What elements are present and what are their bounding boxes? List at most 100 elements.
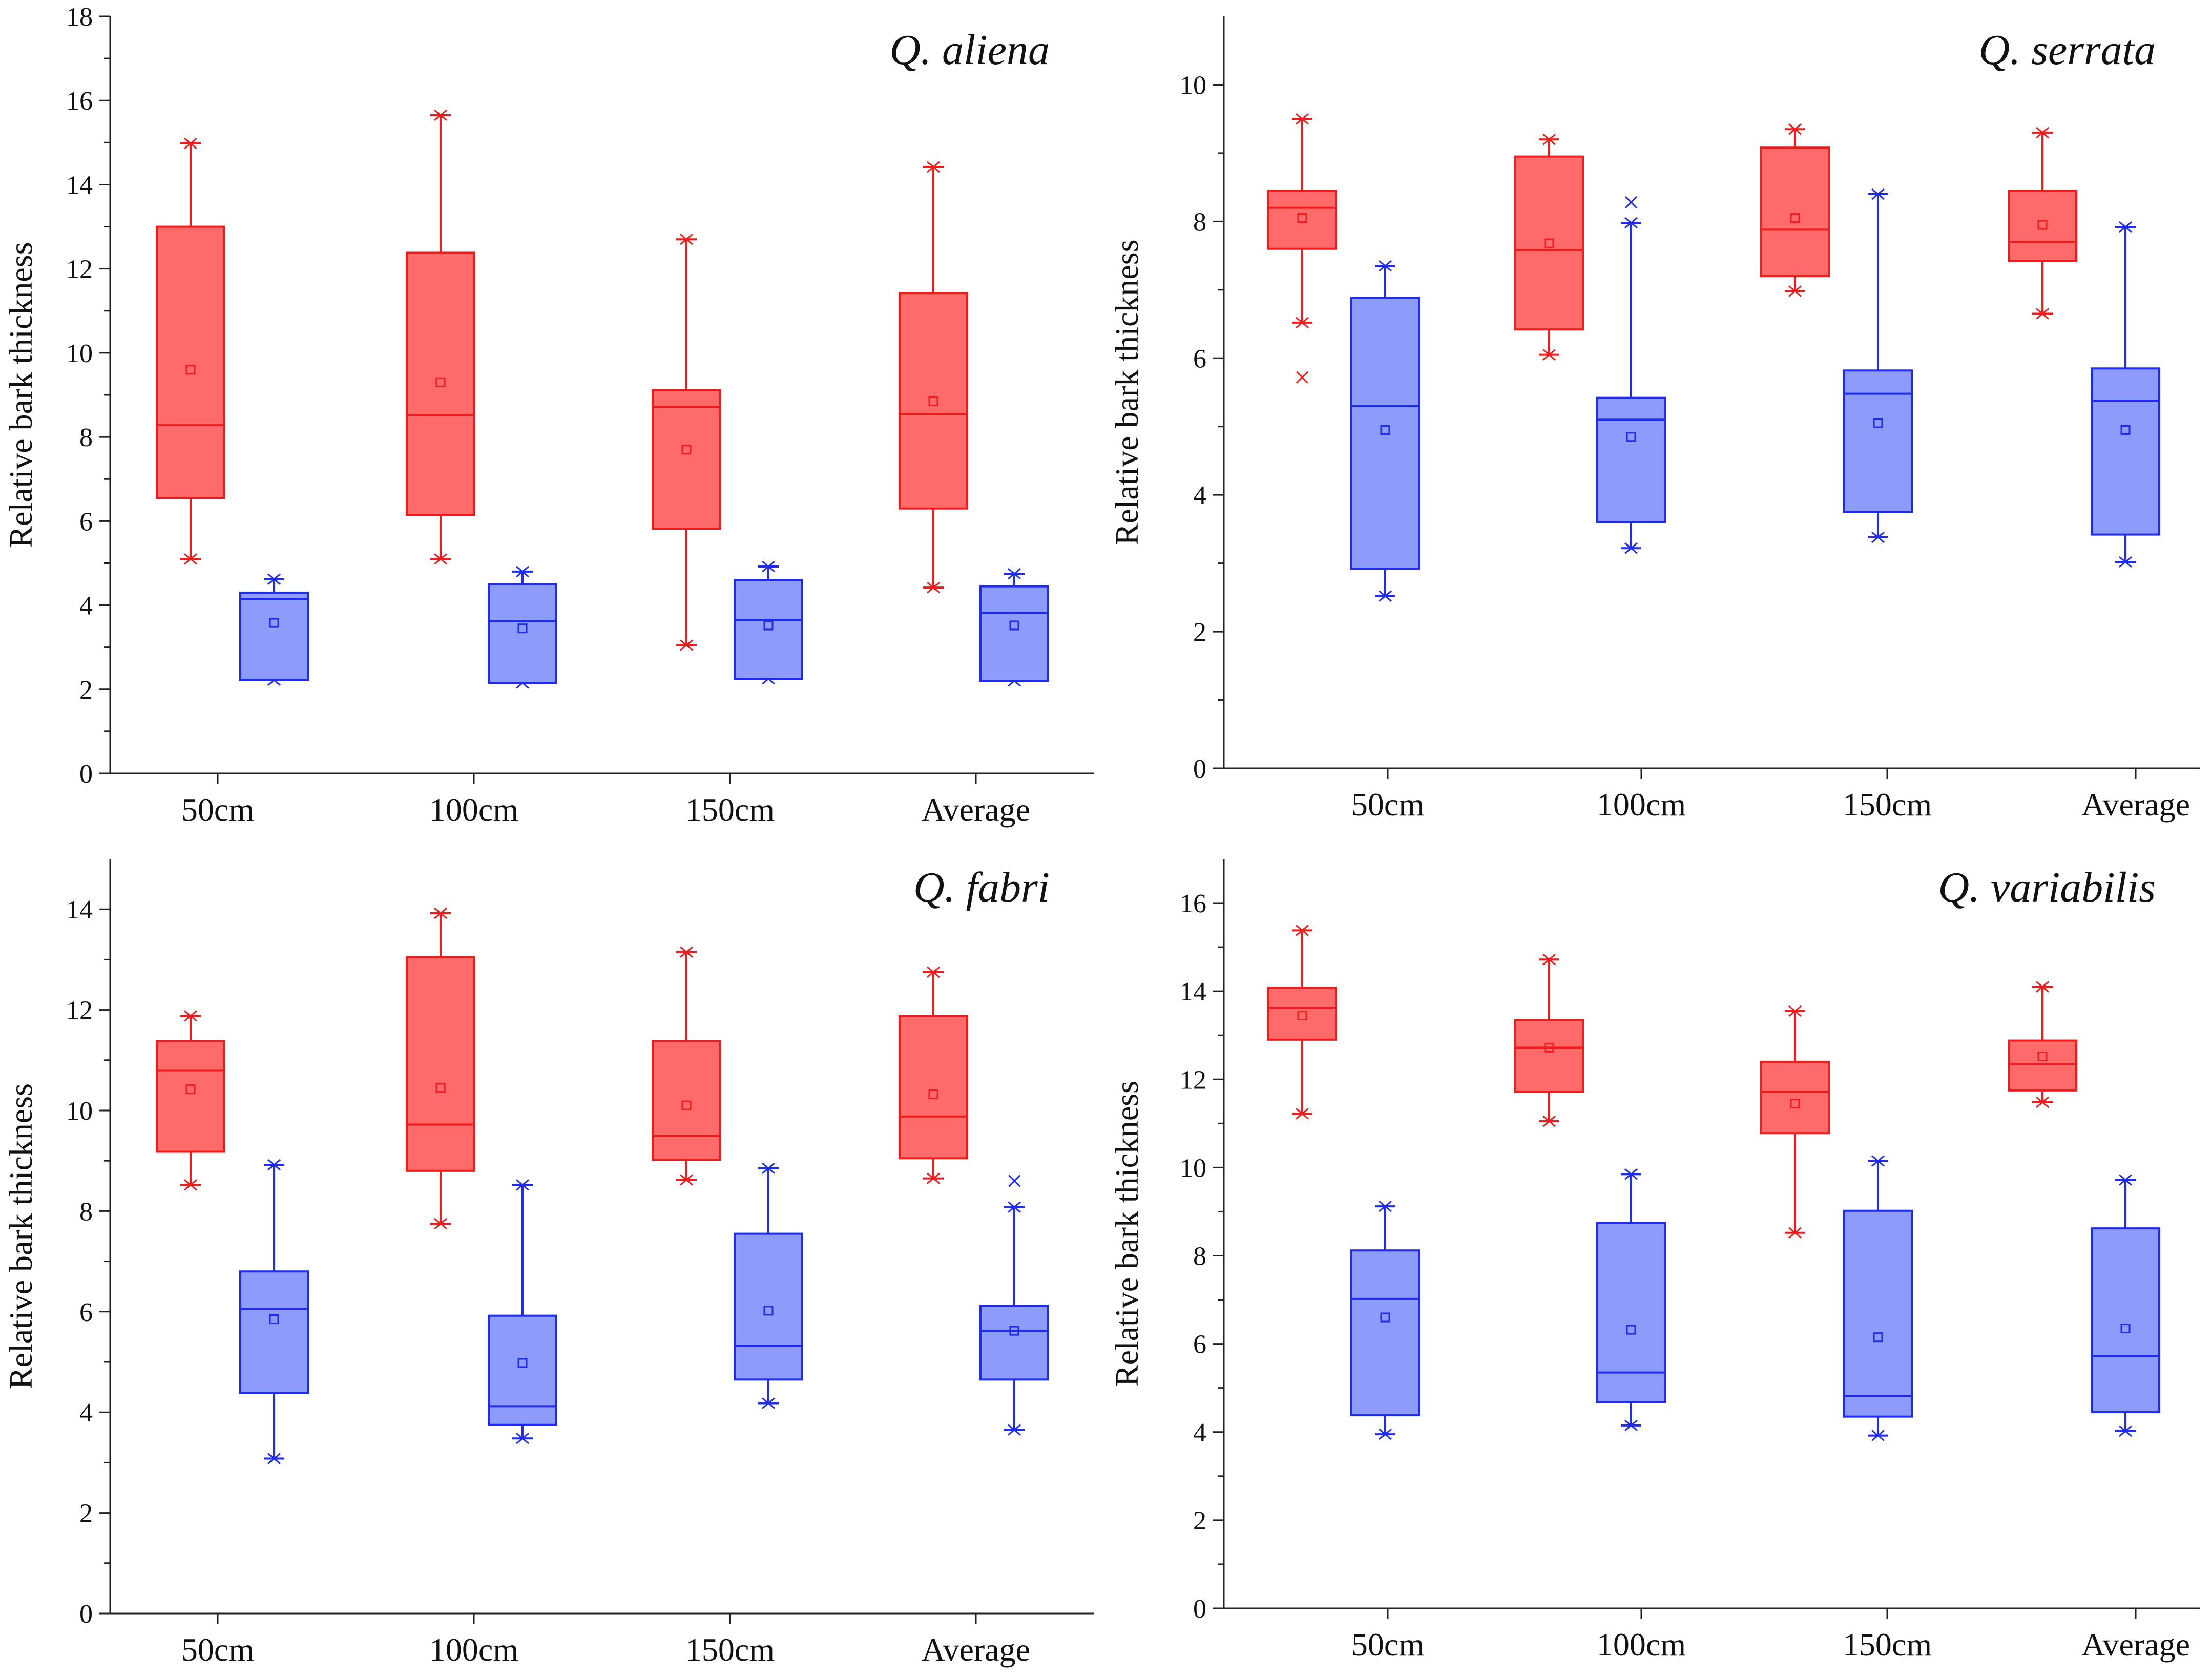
upper-box-100cm bbox=[1514, 954, 1584, 1127]
outlier-marker bbox=[1624, 196, 1638, 209]
outlier-marker bbox=[1296, 371, 1309, 384]
cap-star bbox=[516, 565, 529, 578]
panel-title: Q. aliena bbox=[889, 26, 1050, 74]
y-tick-label: 6 bbox=[1193, 1330, 1206, 1359]
iqr-box bbox=[2091, 367, 2160, 536]
y-tick-label: 2 bbox=[79, 676, 93, 705]
iqr-box bbox=[2008, 190, 2077, 262]
y-tick-label: 10 bbox=[66, 1097, 93, 1126]
iqr-box bbox=[1267, 987, 1337, 1041]
mean-marker bbox=[763, 620, 774, 631]
y-tick-label: 12 bbox=[1180, 1065, 1206, 1095]
lower-box-50cm bbox=[1350, 1200, 1420, 1440]
cap-star bbox=[1008, 1424, 1021, 1436]
y-tick-label: 12 bbox=[66, 996, 93, 1025]
upper-box-100cm bbox=[406, 907, 475, 1230]
mean-marker bbox=[2037, 1052, 2048, 1062]
y-tick-label: 10 bbox=[1180, 1154, 1206, 1183]
mean-marker bbox=[1297, 1011, 1307, 1021]
y-tick-label: 10 bbox=[1180, 71, 1206, 100]
mean-marker bbox=[1790, 213, 1800, 223]
cap-star bbox=[1788, 1005, 1802, 1017]
x-tick-label: Average bbox=[2081, 786, 2190, 823]
iqr-box bbox=[1760, 146, 1830, 278]
mean-marker bbox=[435, 377, 446, 387]
iqr-box bbox=[239, 1270, 309, 1394]
cap-star bbox=[1379, 260, 1392, 272]
lower-box-Average bbox=[2091, 1174, 2160, 1437]
x-tick-label: Average bbox=[922, 1631, 1030, 1668]
mean-marker bbox=[1790, 1099, 1800, 1109]
panel-q-serrata: 0 2 4 6 8 10 Relative bark thickness Q. serrata… bbox=[1106, 0, 2212, 837]
iqr-box bbox=[1843, 369, 1913, 513]
cap-star bbox=[1871, 1430, 1885, 1441]
mean-marker bbox=[2037, 220, 2048, 230]
y-tick-label: 6 bbox=[1193, 344, 1206, 373]
cap-star bbox=[1788, 1227, 1802, 1239]
x-tick-label: 50cm bbox=[1351, 1626, 1424, 1663]
lower-box-100cm bbox=[488, 565, 557, 689]
upper-box-50cm bbox=[1267, 925, 1337, 1120]
cap-star bbox=[680, 946, 693, 958]
mean-marker bbox=[1544, 1042, 1554, 1053]
x-tick-label: 150cm bbox=[685, 1631, 775, 1668]
x-tick-label: 100cm bbox=[1597, 1626, 1686, 1663]
mean-marker bbox=[928, 396, 938, 406]
upper-box-100cm bbox=[1514, 134, 1584, 361]
lower-box-Average bbox=[979, 568, 1049, 687]
cap-star bbox=[1296, 113, 1309, 125]
y-tick-label: 2 bbox=[1193, 1506, 1206, 1536]
panel-title: Q. variabilis bbox=[1938, 864, 2156, 911]
cap-star bbox=[1788, 285, 1802, 297]
iqr-box bbox=[1514, 155, 1584, 331]
y-tick-label: 16 bbox=[66, 87, 93, 116]
cap-star bbox=[1296, 1108, 1309, 1120]
mean-marker bbox=[435, 1083, 446, 1093]
cap-star bbox=[184, 1010, 197, 1022]
y-tick-label: 10 bbox=[66, 339, 93, 368]
y-tick-label: 8 bbox=[79, 423, 93, 452]
x-tick-label: 50cm bbox=[181, 1631, 254, 1668]
mean-marker bbox=[185, 365, 196, 375]
iqr-box bbox=[239, 591, 309, 681]
cap-star bbox=[434, 1218, 447, 1230]
cap-star bbox=[1542, 349, 1556, 361]
lower-box-150cm bbox=[734, 1162, 803, 1409]
iqr-box bbox=[1267, 190, 1337, 250]
lower-box-50cm bbox=[239, 1159, 309, 1464]
mean-marker bbox=[763, 1306, 774, 1316]
iqr-box bbox=[2091, 1227, 2160, 1414]
panel-title: Q. serrata bbox=[1979, 26, 2156, 74]
iqr-box bbox=[899, 292, 968, 510]
cap-star bbox=[1379, 590, 1392, 602]
iqr-box bbox=[2008, 1039, 2077, 1092]
mean-marker bbox=[1009, 620, 1019, 631]
upper-box-150cm bbox=[652, 234, 721, 651]
mean-marker bbox=[269, 1314, 279, 1325]
y-tick-label: 8 bbox=[79, 1197, 93, 1226]
mean-marker bbox=[1873, 1332, 1883, 1343]
cap-star bbox=[2119, 556, 2132, 568]
cap-star bbox=[516, 1433, 529, 1444]
x-tick-label: 150cm bbox=[1843, 786, 1932, 823]
cap-star bbox=[434, 553, 447, 565]
y-tick-label: 14 bbox=[66, 171, 93, 200]
upper-box-150cm bbox=[1760, 1005, 1830, 1239]
iqr-box bbox=[899, 1015, 968, 1160]
iqr-box bbox=[979, 585, 1049, 682]
mean-marker bbox=[681, 445, 692, 455]
cap-star bbox=[1296, 317, 1309, 329]
cap-star bbox=[434, 907, 447, 919]
x-tick-label: 150cm bbox=[685, 791, 775, 828]
upper-box-150cm bbox=[652, 946, 721, 1186]
y-tick-label: 6 bbox=[79, 507, 93, 536]
mean-marker bbox=[1009, 1326, 1019, 1336]
lower-box-100cm bbox=[1596, 196, 1666, 554]
outlier-marker bbox=[1008, 1175, 1021, 1187]
mean-marker bbox=[1380, 1312, 1390, 1323]
upper-box-50cm bbox=[156, 137, 225, 565]
cap-star bbox=[927, 1172, 940, 1184]
y-tick-label: 0 bbox=[79, 1600, 93, 1629]
y-axis-label: Relative bark thickness bbox=[1109, 1081, 1145, 1387]
panel-q-fabri: 0 2 4 6 8 10 12 14 Relative bark thickness Q. fab… bbox=[0, 837, 1106, 1674]
